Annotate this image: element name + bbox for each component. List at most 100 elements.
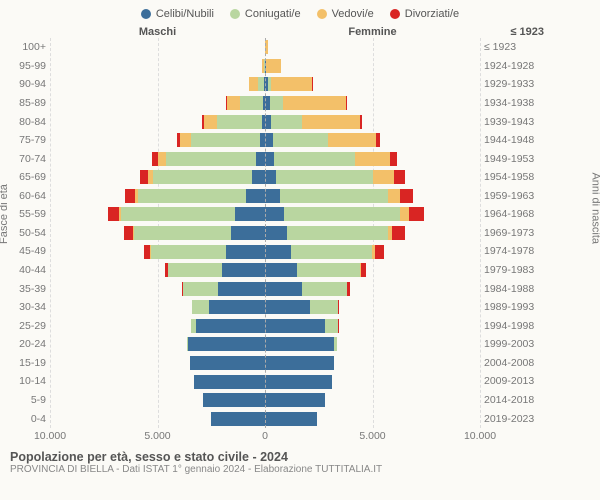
age-label: 90-94: [0, 78, 46, 90]
birth-label: 1934-1938: [484, 97, 550, 109]
age-label: 100+: [0, 41, 46, 53]
female-half: [265, 207, 480, 221]
male-half: [50, 115, 265, 129]
bar-segment: [276, 170, 373, 184]
female-half: [265, 282, 480, 296]
center-line: [265, 38, 266, 428]
bar-segment: [265, 189, 280, 203]
x-axis: 10.0005.00005.00010.000: [0, 430, 600, 444]
birth-label: 1944-1948: [484, 134, 550, 146]
bar-segment: [227, 96, 240, 110]
birth-label: 1969-1973: [484, 227, 550, 239]
legend-label: Coniugati/e: [245, 8, 301, 20]
chart-subtitle: PROVINCIA DI BIELLA - Dati ISTAT 1° genn…: [10, 464, 590, 475]
female-half: [265, 96, 480, 110]
bar-segment: [203, 393, 265, 407]
header-female: Femmine: [265, 26, 480, 38]
bar-segment: [265, 375, 332, 389]
birth-label: 2019-2023: [484, 413, 550, 425]
female-half: [265, 40, 480, 54]
bar-segment: [235, 207, 265, 221]
birth-label: 1984-1988: [484, 283, 550, 295]
bar-segment: [265, 263, 297, 277]
age-label: 35-39: [0, 283, 46, 295]
legend-label: Divorziati/e: [405, 8, 459, 20]
plot-area: Fasce di età Anni di nascita 100+95-9990…: [0, 38, 600, 428]
female-half: [265, 393, 480, 407]
female-half: [265, 300, 480, 314]
male-half: [50, 356, 265, 370]
bar-segment: [265, 245, 291, 259]
age-label: 85-89: [0, 97, 46, 109]
bar-segment: [153, 170, 252, 184]
bar-segment: [256, 152, 265, 166]
bar-segment: [394, 170, 405, 184]
legend-swatch: [230, 9, 240, 19]
male-half: [50, 412, 265, 426]
bar-segment: [183, 282, 217, 296]
bar-segment: [140, 170, 148, 184]
bar-segment: [158, 152, 167, 166]
age-label: 75-79: [0, 134, 46, 146]
chart-title: Popolazione per età, sesso e stato civil…: [10, 450, 590, 464]
bar-segment: [204, 115, 217, 129]
bar-segment: [226, 245, 265, 259]
birth-label: 2014-2018: [484, 394, 550, 406]
female-half: [265, 133, 480, 147]
female-half: [265, 375, 480, 389]
female-half: [265, 77, 480, 91]
bar-segment: [151, 245, 226, 259]
female-half: [265, 263, 480, 277]
bar-segment: [346, 96, 347, 110]
legend: Celibi/NubiliConiugati/eVedovi/eDivorzia…: [0, 8, 600, 20]
birth-label: 2009-2013: [484, 375, 550, 387]
bar-segment: [284, 207, 400, 221]
age-label: 45-49: [0, 245, 46, 257]
legend-swatch: [390, 9, 400, 19]
female-half: [265, 170, 480, 184]
bar-segment: [312, 77, 313, 91]
bar-segment: [361, 263, 366, 277]
bar-segment: [265, 337, 334, 351]
female-half: [265, 245, 480, 259]
bar-segment: [240, 96, 264, 110]
bar-segment: [218, 282, 265, 296]
legend-item: Divorziati/e: [390, 8, 459, 20]
bar-segment: [271, 77, 312, 91]
bar-segment: [310, 300, 338, 314]
header-birth-top: ≤ 1923: [480, 26, 550, 38]
birth-label: 1954-1958: [484, 171, 550, 183]
x-tick-label: 0: [262, 430, 268, 442]
bar-segment: [338, 300, 339, 314]
bar-segment: [265, 282, 302, 296]
female-half: [265, 59, 480, 73]
bar-segment: [265, 319, 325, 333]
male-half: [50, 282, 265, 296]
age-label: 30-34: [0, 301, 46, 313]
bar-segment: [400, 189, 413, 203]
bar-segment: [271, 115, 301, 129]
bar-segment: [328, 133, 375, 147]
bar-segment: [121, 207, 235, 221]
y-axis-birth-labels: ≤ 19231924-19281929-19331934-19381939-19…: [480, 38, 550, 428]
female-half: [265, 189, 480, 203]
birth-label: 1979-1983: [484, 264, 550, 276]
birth-label: 1959-1963: [484, 190, 550, 202]
bar-segment: [222, 263, 265, 277]
birth-label: 1949-1953: [484, 153, 550, 165]
female-half: [265, 152, 480, 166]
bar-segment: [190, 356, 265, 370]
bar-segment: [246, 189, 265, 203]
bar-segment: [124, 226, 133, 240]
birth-label: 1964-1968: [484, 208, 550, 220]
male-half: [50, 170, 265, 184]
bar-segment: [108, 207, 119, 221]
bar-segment: [266, 59, 281, 73]
male-half: [50, 77, 265, 91]
bar-segment: [390, 152, 398, 166]
bar-segment: [287, 226, 388, 240]
legend-item: Vedovi/e: [317, 8, 374, 20]
female-half: [265, 226, 480, 240]
bar-segment: [274, 152, 356, 166]
bar-segment: [355, 152, 389, 166]
